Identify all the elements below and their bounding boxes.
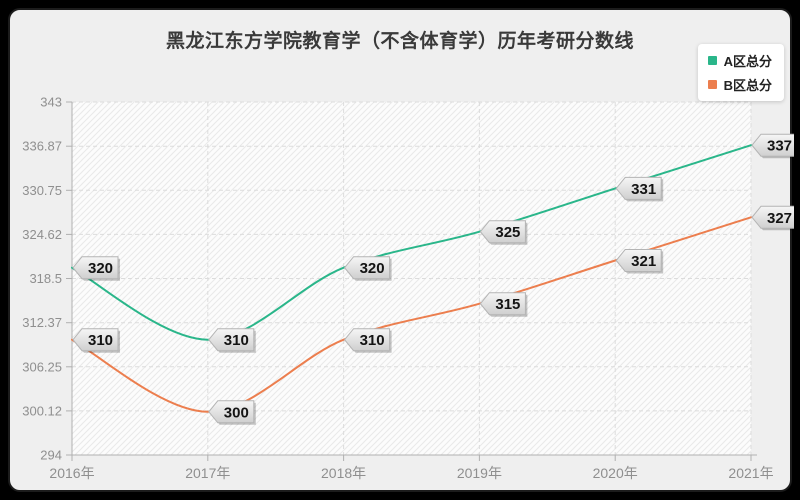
y-axis-tick-label: 300.12 bbox=[22, 403, 62, 418]
data-label-tag-zone-b bbox=[615, 249, 662, 272]
data-label-value: 321 bbox=[631, 253, 656, 270]
legend-item-label: A区总分 bbox=[723, 54, 772, 69]
data-label-value: 320 bbox=[360, 260, 385, 277]
data-label-tag-zone-a bbox=[208, 328, 255, 352]
x-axis-tick-label: 2018年 bbox=[321, 465, 366, 481]
data-label-value: 320 bbox=[88, 260, 113, 277]
legend-item-a[interactable]: A区总分 bbox=[707, 51, 772, 70]
y-axis-tick-label: 336.87 bbox=[22, 139, 62, 154]
y-axis-tick-label: 330.75 bbox=[22, 183, 62, 198]
data-label-value: 325 bbox=[495, 224, 520, 241]
data-label-value: 331 bbox=[631, 181, 656, 198]
x-axis-tick-label: 2017年 bbox=[185, 465, 230, 481]
data-label-tag-zone-a bbox=[751, 133, 794, 157]
chart-canvas: 294 300.12 306.25 312.37 318.5 324.62 330.75 33… bbox=[22, 95, 794, 481]
data-label-value: 327 bbox=[767, 210, 792, 227]
chart-card: 黑龙江东方学院教育学（不含体育学）历年考研分数线 A区总分 B区总分 294 300… bbox=[8, 8, 794, 492]
data-label-value: 337 bbox=[767, 138, 792, 155]
legend-item-label: B区总分 bbox=[723, 78, 772, 93]
y-axis-tick-label: 294 bbox=[40, 448, 62, 463]
data-label-tag-zone-b bbox=[343, 328, 391, 352]
x-axis-tick-label: 2021年 bbox=[728, 465, 773, 481]
data-label-tag-zone-b bbox=[479, 292, 526, 316]
y-axis-tick-label: 318.5 bbox=[29, 271, 62, 286]
data-label-tag-zone-b bbox=[72, 328, 119, 352]
data-label-tag-zone-a bbox=[343, 256, 391, 280]
chart-title: 黑龙江东方学院教育学（不含体育学）历年考研分数线 bbox=[165, 31, 634, 52]
data-label-tag-zone-b bbox=[751, 205, 794, 229]
legend-item-b[interactable]: B区总分 bbox=[707, 75, 772, 94]
y-axis-tick-label: 312.37 bbox=[22, 315, 62, 330]
y-axis-tick-label: 306.25 bbox=[22, 359, 62, 374]
data-label-tag-zone-b bbox=[208, 400, 255, 424]
legend: A区总分 B区总分 bbox=[697, 44, 784, 101]
data-label-value: 310 bbox=[360, 332, 385, 349]
data-label-tag-zone-a bbox=[479, 220, 526, 244]
y-axis-tick-label: 343 bbox=[40, 95, 62, 110]
legend-marker-icon bbox=[707, 56, 717, 65]
data-label-tag-zone-a bbox=[72, 256, 119, 280]
x-axis-tick-label: 2019年 bbox=[457, 465, 502, 481]
data-label-value: 300 bbox=[224, 404, 249, 421]
y-axis-tick-label: 324.62 bbox=[22, 227, 62, 242]
data-label-value: 310 bbox=[88, 332, 113, 349]
data-label-tag-zone-a bbox=[615, 176, 662, 200]
data-label-value: 315 bbox=[495, 296, 520, 313]
data-label-value: 310 bbox=[224, 332, 249, 349]
x-axis-tick-label: 2016年 bbox=[49, 465, 94, 481]
legend-marker-icon bbox=[707, 80, 717, 89]
x-axis-tick-label: 2020年 bbox=[593, 465, 638, 481]
